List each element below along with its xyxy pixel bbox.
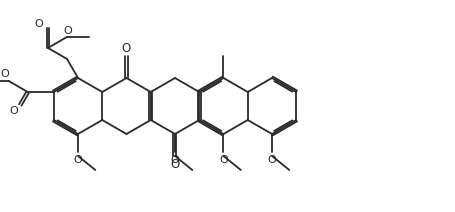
Text: O: O <box>9 106 18 116</box>
Text: O: O <box>170 155 179 165</box>
Text: O: O <box>170 158 179 170</box>
Text: O: O <box>35 19 43 29</box>
Text: O: O <box>64 26 72 36</box>
Text: O: O <box>0 69 9 79</box>
Text: O: O <box>267 155 276 165</box>
Text: O: O <box>219 155 228 165</box>
Text: O: O <box>73 155 82 165</box>
Text: O: O <box>121 42 131 54</box>
